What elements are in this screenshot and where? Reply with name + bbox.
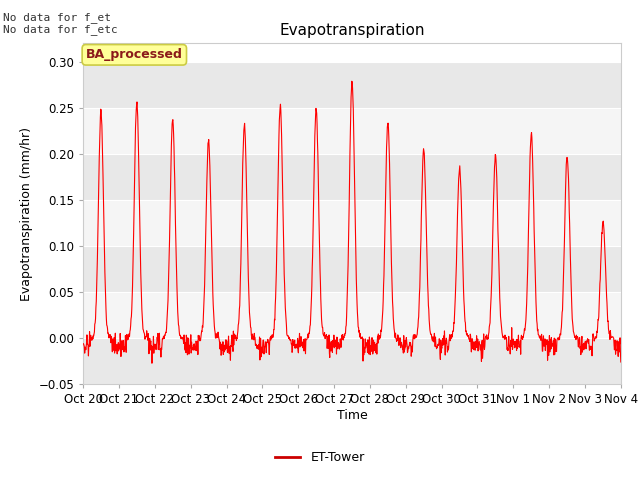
Text: No data for f_et
No data for f_etc: No data for f_et No data for f_etc [3, 12, 118, 36]
Legend: ET-Tower: ET-Tower [270, 446, 370, 469]
Title: Evapotranspiration: Evapotranspiration [279, 23, 425, 38]
Bar [83, 292, 621, 338]
Bar [83, 61, 621, 108]
Bar [83, 246, 621, 292]
Bar [83, 338, 621, 384]
Bar [83, 108, 621, 154]
Text: BA_processed: BA_processed [86, 48, 183, 61]
X-axis label: Time: Time [337, 409, 367, 422]
Bar [83, 200, 621, 246]
Bar [83, 154, 621, 200]
Y-axis label: Evapotranspiration (mm/hr): Evapotranspiration (mm/hr) [20, 127, 33, 300]
